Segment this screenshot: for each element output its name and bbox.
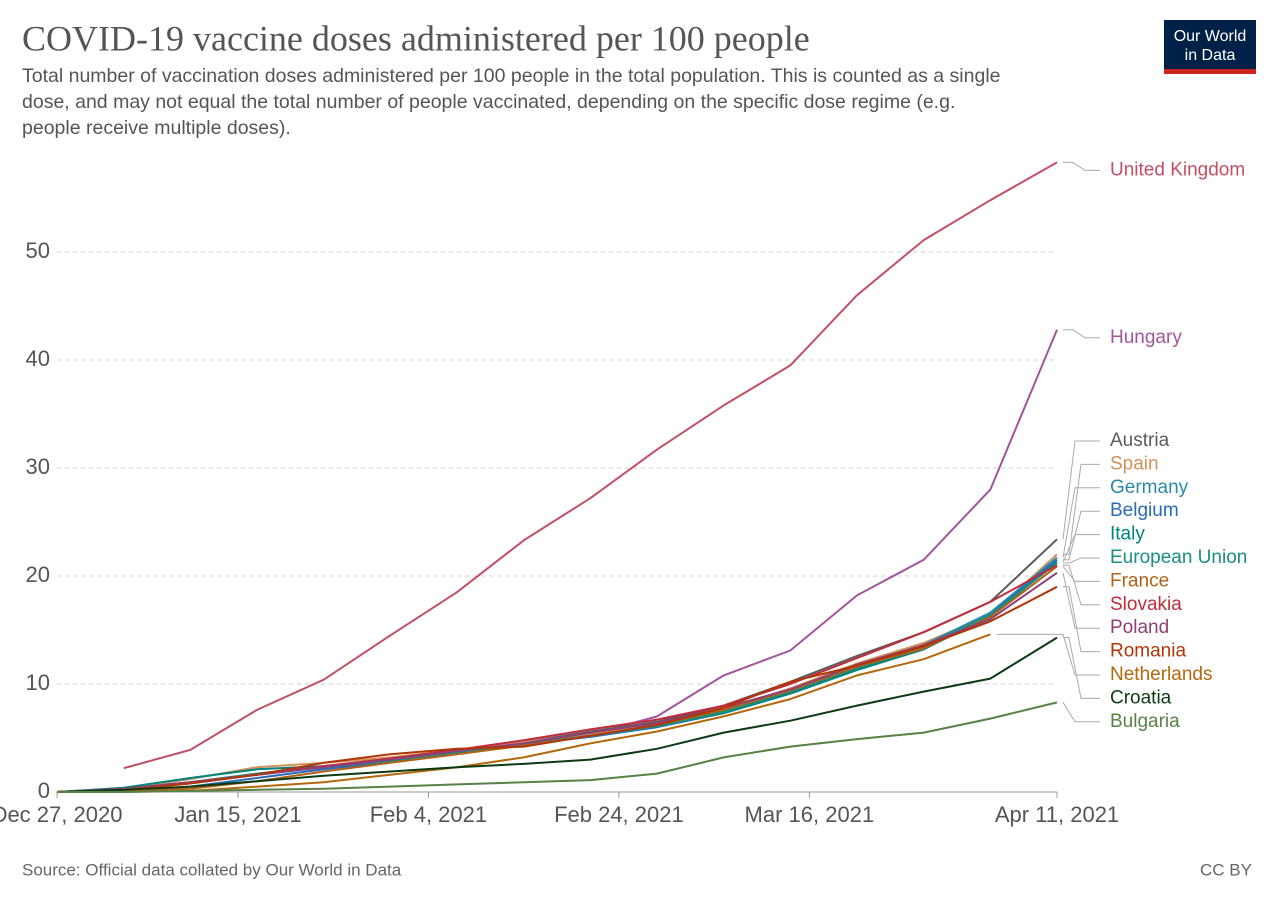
y-tick-label: 50 [26,238,50,263]
label-connector [1063,637,1100,699]
series-line [56,553,1058,793]
y-tick-label: 40 [26,346,50,371]
legend-label: Croatia [1110,687,1172,708]
legend-label: Poland [1110,617,1169,638]
series-line [56,559,1058,793]
label-connector [1062,440,1100,540]
legend-label: Belgium [1110,500,1179,521]
series-line [56,561,1058,793]
y-tick-label: 0 [38,778,50,803]
lines [56,161,1058,793]
label-connector [1062,565,1100,582]
series-line [56,585,1058,793]
series-line [57,701,1058,793]
y-tick-label: 10 [26,670,50,695]
series-line [123,161,1058,770]
source: Source: Official data collated by Our Wo… [22,860,402,879]
label-connector [1062,534,1100,563]
series-line [56,636,1058,793]
logo[interactable]: Our World in Data [1164,20,1256,74]
y-tick-label: 20 [26,562,50,587]
legend-label: Slovakia [1110,594,1182,615]
subtitle: Total number of vaccination doses admini… [22,65,1001,87]
legend-label: Bulgaria [1110,711,1180,732]
label-connector [1062,702,1100,723]
logo-bar [1164,69,1256,74]
x-tick-label: Dec 27, 2020 [0,802,122,827]
x-tick-label: Mar 16, 2021 [745,802,875,827]
label-connector [1063,510,1100,561]
series-line [56,329,1058,793]
logo-text: in Data [1185,47,1236,64]
series-line [56,556,1058,793]
subtitle: dose, and may not equal the total number… [22,91,955,113]
x-tick-label: Feb 4, 2021 [370,802,487,827]
logo-box [1164,20,1256,69]
logo-text: Our World [1174,28,1247,45]
legend-label: United Kingdom [1110,159,1245,180]
legend-label: Netherlands [1110,664,1212,685]
series-line [56,538,1058,793]
legend-label: European Union [1110,547,1247,568]
series-line [56,565,1058,793]
legend-label: Austria [1110,430,1170,451]
chart-title: COVID-19 vaccine doses administered per … [22,18,810,58]
label-connector [1063,557,1100,564]
series-line [56,562,1058,793]
series-line [56,571,1058,793]
x-tick-label: Jan 15, 2021 [174,802,301,827]
label-connector [1063,329,1100,339]
label-connector [1063,161,1100,171]
label-connector [1063,586,1100,653]
series-line [56,564,1058,793]
legend-label: Romania [1110,641,1186,662]
label-connector [1063,564,1100,606]
x-tick-label: Feb 24, 2021 [554,802,684,827]
series-line [190,633,991,792]
label-connector [1062,487,1100,558]
license[interactable]: CC BY [1200,860,1252,879]
subtitle: people receive multiple doses). [22,117,291,139]
label-connector [996,633,1100,676]
y-tick-label: 30 [26,454,50,479]
label-connector [1063,463,1100,555]
label-connector [1062,572,1100,629]
legend-label: Italy [1110,524,1145,545]
legend-label: Germany [1110,477,1189,498]
legend-label: France [1110,570,1169,591]
x-tick-label: Apr 11, 2021 [995,802,1119,827]
legend-label: Hungary [1110,327,1182,348]
legend-label: Spain [1110,453,1159,474]
